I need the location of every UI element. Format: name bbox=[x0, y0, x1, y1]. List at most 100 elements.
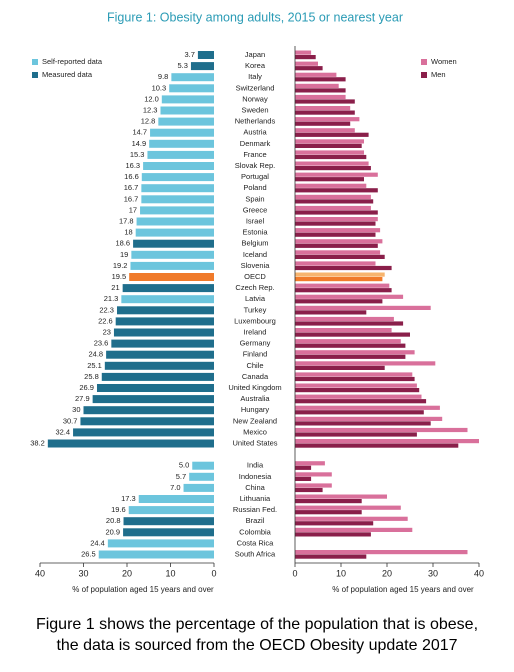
bar bbox=[133, 239, 214, 248]
bar bbox=[295, 465, 312, 470]
bar bbox=[128, 506, 214, 515]
x-tick-label: 20 bbox=[382, 568, 392, 578]
bar bbox=[295, 372, 413, 377]
category-label: Switzerland bbox=[236, 83, 275, 92]
bar bbox=[295, 55, 316, 60]
value-label: 17.3 bbox=[121, 494, 136, 503]
legend-label: Measured data bbox=[42, 70, 93, 79]
value-label: 12.8 bbox=[141, 117, 156, 126]
bar bbox=[295, 505, 401, 510]
category-label: Spain bbox=[245, 194, 264, 203]
category-label: Poland bbox=[243, 183, 266, 192]
bar bbox=[197, 51, 214, 59]
value-label: 19 bbox=[120, 250, 128, 259]
bar bbox=[295, 332, 410, 337]
bar bbox=[140, 206, 214, 215]
bar bbox=[92, 395, 214, 404]
value-label: 10.3 bbox=[152, 83, 167, 92]
bar bbox=[295, 432, 417, 437]
value-label: 12.0 bbox=[144, 94, 159, 103]
x-tick-label: 20 bbox=[122, 568, 132, 578]
category-label: Canada bbox=[242, 372, 269, 381]
bar bbox=[295, 205, 371, 211]
category-label: New Zealand bbox=[233, 416, 277, 425]
category-label: Costa Rica bbox=[237, 538, 275, 547]
x-tick-label: 30 bbox=[78, 568, 88, 578]
value-label: 23 bbox=[103, 327, 111, 336]
bar bbox=[149, 139, 214, 148]
bar bbox=[295, 110, 355, 115]
value-label: 26.5 bbox=[81, 549, 96, 558]
category-label: Slovak Rep. bbox=[235, 161, 275, 170]
value-label: 19.5 bbox=[112, 272, 127, 281]
category-label: Hungary bbox=[241, 405, 270, 414]
value-label: 24.8 bbox=[89, 350, 104, 359]
category-label: Russian Fed. bbox=[233, 505, 277, 514]
bar bbox=[295, 254, 385, 259]
bar bbox=[295, 527, 413, 532]
bar bbox=[96, 384, 214, 392]
bar bbox=[295, 261, 376, 266]
value-label: 19.2 bbox=[113, 261, 128, 270]
bar bbox=[171, 73, 214, 82]
bar bbox=[295, 376, 415, 382]
category-label: Korea bbox=[245, 61, 266, 70]
bar bbox=[295, 339, 401, 344]
category-label: Estonia bbox=[242, 228, 268, 237]
bar bbox=[101, 372, 214, 381]
value-label: 30.7 bbox=[63, 416, 78, 425]
value-label: 38.2 bbox=[30, 438, 45, 447]
value-label: 14.9 bbox=[132, 139, 147, 148]
bar bbox=[295, 66, 323, 71]
category-label: Japan bbox=[245, 50, 265, 59]
bar bbox=[295, 217, 378, 222]
category-label: Iceland bbox=[243, 250, 267, 259]
bar bbox=[295, 439, 479, 444]
bar bbox=[295, 310, 367, 315]
category-label: OECD bbox=[244, 272, 266, 281]
bar bbox=[295, 483, 332, 488]
value-label: 25.8 bbox=[84, 372, 99, 381]
value-label: 27.9 bbox=[75, 394, 90, 403]
bar bbox=[295, 277, 383, 282]
bar bbox=[295, 354, 406, 359]
bar bbox=[295, 177, 364, 182]
category-label: China bbox=[245, 483, 265, 492]
bar bbox=[295, 188, 378, 193]
value-label: 17.8 bbox=[119, 216, 134, 225]
bar bbox=[295, 499, 362, 504]
category-label: Norway bbox=[242, 94, 268, 103]
bar bbox=[158, 117, 214, 126]
bar bbox=[295, 487, 323, 493]
category-label: Sweden bbox=[241, 105, 268, 114]
legend-label: Self-reported data bbox=[42, 57, 103, 66]
bar bbox=[295, 472, 332, 477]
bar bbox=[138, 495, 214, 503]
category-label: Germany bbox=[240, 339, 271, 348]
value-label: 9.8 bbox=[158, 72, 168, 81]
bar bbox=[295, 405, 440, 410]
bar bbox=[295, 272, 385, 277]
bar bbox=[295, 350, 415, 355]
x-axis-label: % of population aged 15 years and over bbox=[332, 585, 474, 594]
bar bbox=[131, 250, 214, 259]
value-label: 5.0 bbox=[179, 461, 189, 470]
category-label: Belgium bbox=[241, 239, 268, 248]
bar bbox=[130, 261, 214, 270]
category-label: Czech Rep. bbox=[235, 283, 274, 292]
bar bbox=[295, 154, 367, 160]
category-label: Denmark bbox=[240, 139, 271, 148]
bar bbox=[295, 172, 378, 177]
value-label: 15.3 bbox=[130, 150, 145, 159]
x-tick-label: 30 bbox=[428, 568, 438, 578]
bar bbox=[295, 305, 431, 310]
bar bbox=[295, 106, 351, 111]
value-label: 19.6 bbox=[111, 505, 126, 514]
bar bbox=[123, 517, 214, 526]
category-label: Mexico bbox=[243, 427, 267, 436]
category-label: Finland bbox=[243, 350, 268, 359]
bar bbox=[47, 439, 214, 448]
bar bbox=[192, 461, 214, 470]
value-label: 24.4 bbox=[90, 538, 105, 547]
bar bbox=[295, 476, 312, 481]
